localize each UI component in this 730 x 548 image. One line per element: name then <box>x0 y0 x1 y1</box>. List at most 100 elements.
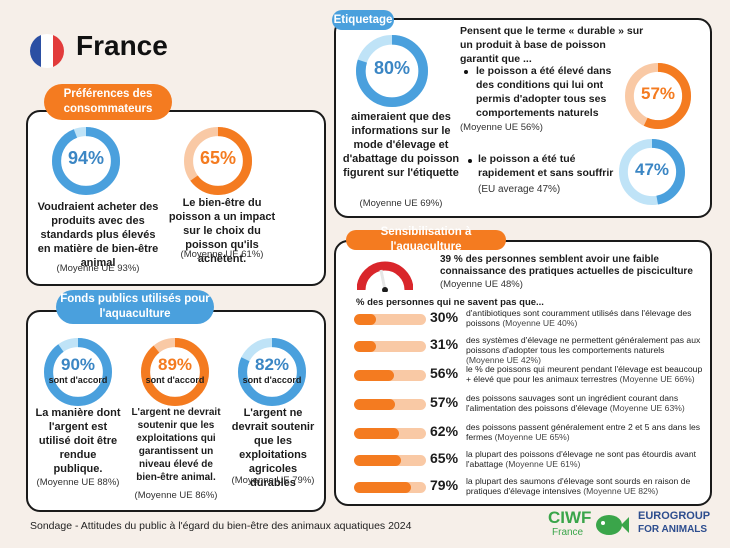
funds-statement-3: L'argent ne devrait soutenir que les exp… <box>231 407 315 489</box>
row-text: d'antibiotiques sont couramment utilisés… <box>466 308 692 328</box>
funds-statement-2: L'argent ne devrait soutenir que les exp… <box>131 407 221 483</box>
row-percentage: 57% <box>430 394 459 410</box>
ciwf-logo-sub: France <box>552 527 584 538</box>
donut-arc <box>43 337 113 407</box>
progress-fill <box>354 341 377 352</box>
progress-fill <box>354 482 411 493</box>
bullet-icon <box>464 70 468 74</box>
labelling-panel <box>334 18 712 218</box>
donut-chart-47 <box>619 139 685 205</box>
row-text: le % de poissons qui meurent pendant l'é… <box>466 364 703 384</box>
labelling-point-2: le poisson a été tué rapidement et sans … <box>478 153 614 179</box>
awareness-row: 30% d'antibiotiques sont couramment utili… <box>354 308 704 330</box>
donut-arc <box>51 126 121 196</box>
funds-average-1: (Moyenne UE 88%) <box>36 477 120 488</box>
awareness-row: 62% des poissons passent généralement ent… <box>354 422 704 444</box>
funds-average-2: (Moyenne UE 86%) <box>134 490 218 501</box>
country-title: France <box>76 30 168 61</box>
list-title: % des personnes qui ne savent pas que... <box>356 297 544 308</box>
donut-chart-94 <box>51 126 121 196</box>
progress-bar <box>354 455 426 466</box>
ciwf-logo-text: CIWF <box>548 508 592 527</box>
row-average: (Moyenne UE 63%) <box>609 403 685 413</box>
donut-chart-57 <box>625 63 691 129</box>
row-description: le % de poissons qui meurent pendant l'é… <box>466 364 704 384</box>
awareness-row: 31% des systèmes d'élevage ne permettent … <box>354 335 704 365</box>
donut-value: 82% <box>254 355 290 374</box>
eurogroup-logo-sub: FOR ANIMALS <box>638 524 708 535</box>
row-percentage: 30% <box>430 309 459 325</box>
row-description: d'antibiotiques sont couramment utilisés… <box>466 308 704 328</box>
gauge-average: (Moyenne UE 48%) <box>440 279 523 290</box>
fish-icon <box>596 515 629 535</box>
awareness-row: 79% la plupart des saumons d'élevage sont… <box>354 476 704 498</box>
donut-value: 80% <box>373 58 411 78</box>
row-average: (Moyenne UE 82%) <box>583 486 659 496</box>
row-average: (Moyenne UE 65%) <box>494 432 570 442</box>
donut-value: 94% <box>67 148 105 168</box>
donut-chart-89 <box>140 337 210 407</box>
row-description: la plupart des poissons d'élevage ne son… <box>466 449 704 469</box>
row-percentage: 65% <box>430 450 459 466</box>
progress-bar <box>354 399 426 410</box>
row-average: (Moyenne UE 66%) <box>619 374 695 384</box>
preference-average-1: (Moyenne UE 93%) <box>56 263 140 274</box>
row-description: des poissons sauvages sont un ingrédient… <box>466 393 704 413</box>
donut-chart-90 <box>43 337 113 407</box>
row-percentage: 62% <box>430 423 459 439</box>
progress-bar <box>354 428 426 439</box>
row-text: des poissons sauvages sont un ingrédient… <box>466 393 679 413</box>
row-description: des systèmes d'élevage ne permettent gén… <box>466 335 704 365</box>
progress-fill <box>354 428 399 439</box>
awareness-title: Sensibilisation à l'aquaculture <box>346 226 506 253</box>
source-caption: Sondage - Attitudes du public à l'égard … <box>30 520 412 532</box>
labelling-point-1-average: (Moyenne UE 56%) <box>460 122 543 133</box>
donut-arc <box>625 63 691 129</box>
labelling-point-1: le poisson a été élevé dans des conditio… <box>476 65 612 119</box>
preferences-panel <box>26 110 326 286</box>
preference-statement-1: Voudraient acheter des produits avec des… <box>37 201 159 269</box>
row-average: (Moyenne UE 40%) <box>502 318 578 328</box>
progress-fill <box>354 314 376 325</box>
labelling-point-2-average: (EU average 47%) <box>478 184 561 195</box>
row-percentage: 56% <box>430 365 459 381</box>
progress-fill <box>354 455 401 466</box>
progress-fill <box>354 370 395 381</box>
agree-label: sont d'accord <box>48 375 108 385</box>
labelling-average: (Moyenne UE 69%) <box>359 198 443 209</box>
donut-arc <box>237 337 307 407</box>
donut-chart-82 <box>237 337 307 407</box>
awareness-row: 56% le % de poissons qui meurent pendant … <box>354 364 704 386</box>
donut-value: 47% <box>634 160 670 179</box>
labelling-statement: aimeraient que des informations sur le m… <box>342 111 460 179</box>
awareness-row: 65% la plupart des poissons d'élevage ne … <box>354 449 704 471</box>
progress-bar <box>354 314 426 325</box>
progress-fill <box>354 399 396 410</box>
donut-value: 57% <box>640 84 676 103</box>
donut-chart-65 <box>183 126 253 196</box>
preference-statement-2: Le bien-être du poisson a un impact sur … <box>168 197 276 265</box>
bullet-icon <box>468 159 472 163</box>
preference-average-2: (Moyenne UE 61%) <box>180 249 264 260</box>
donut-arc <box>355 34 429 108</box>
eurogroup-logo-text: EUROGROUP <box>638 510 711 522</box>
row-description: des poissons passent généralement entre … <box>466 422 704 442</box>
donut-arc <box>140 337 210 407</box>
row-average: (Moyenne UE 61%) <box>505 459 581 469</box>
gauge-statement: 39 % des personnes semblent avoir une fa… <box>440 254 693 277</box>
donut-arc <box>619 139 685 205</box>
row-percentage: 31% <box>430 336 459 352</box>
ciwf-logo: CIWF France <box>548 508 632 542</box>
eurogroup-logo: EUROGROUP FOR ANIMALS <box>638 510 722 542</box>
donut-value: 65% <box>199 148 237 168</box>
progress-bar <box>354 370 426 381</box>
row-text: des systèmes d'élevage ne permettent gén… <box>466 335 701 355</box>
row-text: la plupart des saumons d'élevage sont so… <box>466 476 691 496</box>
funds-title: Fonds publics utilisés pour l'aquacultur… <box>56 290 214 324</box>
gauge-icon <box>357 261 413 292</box>
awareness-row: 57% des poissons sauvages sont un ingrédi… <box>354 393 704 415</box>
funds-statement-1: La manière dont l'argent est utilisé doi… <box>35 407 121 475</box>
agree-label: sont d'accord <box>242 375 302 385</box>
agree-label: sont d'accord <box>145 375 205 385</box>
france-flag-icon <box>30 34 64 68</box>
